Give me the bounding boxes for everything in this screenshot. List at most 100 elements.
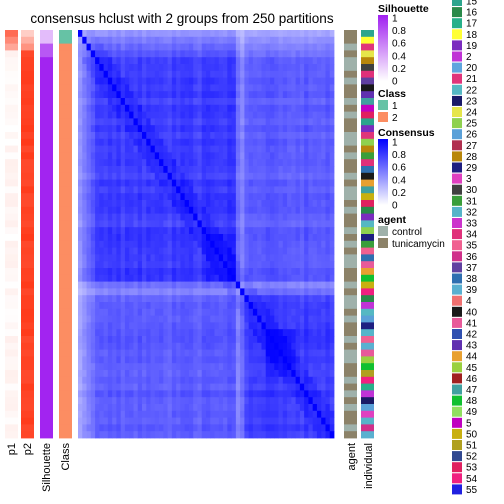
consensus-cell bbox=[193, 234, 198, 242]
consensus-cell bbox=[308, 77, 314, 85]
consensus-cell bbox=[257, 206, 262, 214]
consensus-cell bbox=[274, 200, 279, 208]
consensus-cell bbox=[214, 288, 220, 296]
consensus-cell bbox=[240, 254, 245, 262]
consensus-cell bbox=[188, 193, 194, 201]
consensus-cell bbox=[116, 70, 122, 78]
consensus-cell bbox=[116, 349, 122, 357]
consensus-cell bbox=[312, 410, 318, 418]
consensus-cell bbox=[261, 302, 267, 310]
consensus-cell bbox=[261, 227, 267, 235]
consensus-cell bbox=[235, 370, 241, 378]
consensus-cell bbox=[329, 349, 335, 357]
consensus-cell bbox=[129, 370, 134, 378]
consensus-cell bbox=[171, 397, 177, 405]
consensus-cell bbox=[295, 302, 301, 310]
consensus-cell bbox=[137, 315, 143, 323]
agent-cell bbox=[344, 431, 357, 439]
consensus-cell bbox=[308, 132, 314, 140]
consensus-cell bbox=[240, 288, 245, 296]
consensus-cell bbox=[244, 172, 250, 180]
consensus-cell bbox=[321, 206, 326, 214]
consensus-cell bbox=[227, 247, 232, 255]
consensus-cell bbox=[107, 363, 113, 371]
consensus-cell bbox=[129, 213, 134, 221]
consensus-cell bbox=[103, 91, 109, 99]
p2-column-cell bbox=[21, 288, 34, 296]
consensus-cell bbox=[312, 70, 318, 78]
consensus-cell bbox=[167, 220, 173, 228]
consensus-cell bbox=[124, 240, 130, 248]
consensus-cell bbox=[291, 104, 296, 112]
consensus-cell bbox=[150, 84, 156, 92]
consensus-cell bbox=[133, 390, 139, 398]
consensus-cell bbox=[154, 125, 160, 133]
consensus-cell bbox=[265, 36, 271, 44]
consensus-cell bbox=[235, 50, 241, 58]
consensus-cell bbox=[282, 261, 288, 269]
consensus-cell bbox=[90, 322, 96, 330]
agent-cell bbox=[344, 424, 357, 432]
consensus-cell bbox=[265, 254, 271, 262]
consensus-cell bbox=[312, 118, 318, 126]
consensus-cell bbox=[146, 302, 151, 310]
consensus-cell bbox=[150, 397, 156, 405]
consensus-cell bbox=[201, 227, 207, 235]
consensus-cell bbox=[120, 206, 126, 214]
consensus-cell bbox=[325, 179, 331, 187]
consensus-cell bbox=[201, 404, 207, 412]
consensus-cell bbox=[142, 220, 147, 228]
consensus-cell bbox=[299, 322, 305, 330]
consensus-cell bbox=[184, 179, 190, 187]
consensus-cell bbox=[206, 104, 211, 112]
consensus-cell bbox=[325, 342, 331, 350]
consensus-cell bbox=[193, 315, 198, 323]
consensus-cell bbox=[103, 145, 109, 153]
consensus-cell bbox=[299, 193, 305, 201]
consensus-cell bbox=[146, 261, 151, 269]
consensus-cell bbox=[176, 132, 181, 140]
consensus-cell bbox=[201, 281, 207, 289]
consensus-cell bbox=[146, 410, 151, 418]
silhouette-column-cell bbox=[40, 342, 53, 350]
consensus-cell bbox=[278, 295, 284, 303]
consensus-cell bbox=[329, 166, 335, 174]
consensus-cell bbox=[82, 43, 87, 51]
consensus-cell bbox=[240, 404, 245, 412]
consensus-cell bbox=[312, 50, 318, 58]
consensus-cell bbox=[120, 336, 126, 344]
consensus-cell bbox=[227, 302, 232, 310]
agent-cell bbox=[344, 91, 357, 99]
consensus-cell bbox=[90, 172, 96, 180]
consensus-cell bbox=[278, 356, 284, 364]
consensus-cell bbox=[312, 36, 318, 44]
consensus-cell bbox=[154, 50, 160, 58]
consensus-cell bbox=[308, 98, 314, 106]
consensus-cell bbox=[274, 220, 279, 228]
consensus-cell bbox=[120, 159, 126, 167]
consensus-cell bbox=[167, 342, 173, 350]
consensus-cell bbox=[120, 111, 126, 119]
consensus-cell bbox=[248, 213, 254, 221]
consensus-cell bbox=[86, 227, 92, 235]
consensus-cell bbox=[325, 43, 331, 51]
consensus-cell bbox=[163, 145, 168, 153]
consensus-cell bbox=[137, 84, 143, 92]
consensus-cell bbox=[299, 390, 305, 398]
consensus-cell bbox=[142, 397, 147, 405]
consensus-cell bbox=[240, 166, 245, 174]
consensus-cell bbox=[274, 363, 279, 371]
consensus-cell bbox=[201, 342, 207, 350]
consensus-cell bbox=[112, 152, 117, 160]
consensus-cell bbox=[252, 179, 258, 187]
consensus-cell bbox=[325, 288, 331, 296]
consensus-cell bbox=[218, 404, 224, 412]
consensus-cell bbox=[248, 104, 254, 112]
p2-column-cell bbox=[21, 145, 34, 153]
consensus-cell bbox=[308, 104, 314, 112]
consensus-cell bbox=[321, 132, 326, 140]
consensus-cell bbox=[167, 302, 173, 310]
consensus-cell bbox=[265, 336, 271, 344]
class-column-cell bbox=[59, 302, 72, 310]
consensus-cell bbox=[312, 227, 318, 235]
